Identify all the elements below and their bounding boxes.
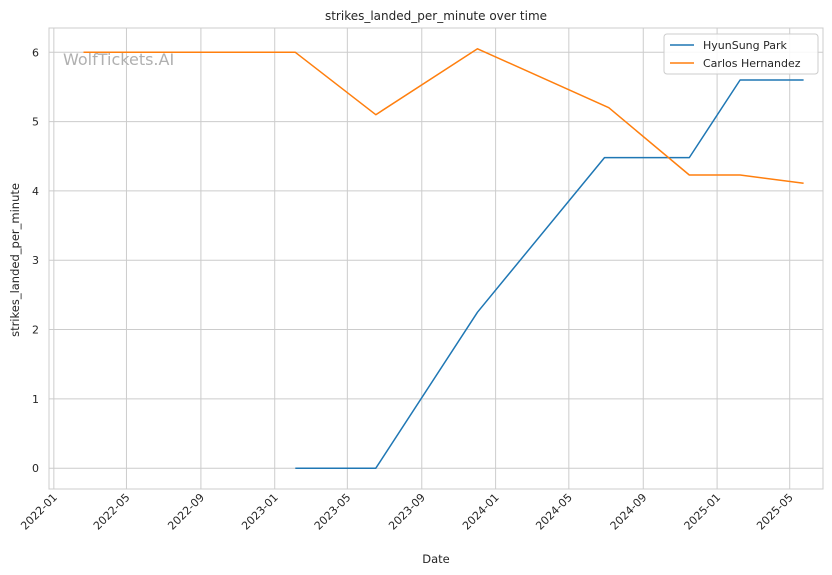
legend: HyunSung Park Carlos Hernandez xyxy=(663,33,819,75)
x-tick-label: 2024-05 xyxy=(533,491,575,533)
x-tick-label: 2023-09 xyxy=(386,491,428,533)
y-tick-label: 3 xyxy=(32,254,39,267)
chart-title: strikes_landed_per_minute over time xyxy=(325,9,547,23)
y-tick-label: 6 xyxy=(32,46,39,59)
x-tick-label: 2025-05 xyxy=(754,491,796,533)
x-tick-label: 2022-09 xyxy=(165,491,207,533)
y-tick-label: 0 xyxy=(32,462,39,475)
legend-label-hyunsung-park: HyunSung Park xyxy=(703,39,788,52)
y-tick-label: 1 xyxy=(32,393,39,406)
series-lines xyxy=(83,48,804,469)
y-tick-label: 5 xyxy=(32,116,39,129)
series-line-hyunsung-park xyxy=(295,79,804,469)
x-tick-label: 2022-01 xyxy=(18,491,60,533)
x-tick-label: 2022-05 xyxy=(91,491,133,533)
x-tick-label: 2024-09 xyxy=(608,491,650,533)
legend-box xyxy=(663,33,819,75)
x-tick-labels: 2022-01 2022-05 2022-09 2023-01 2023-05 2023-… xyxy=(18,491,796,533)
x-axis-label: Date xyxy=(422,552,450,566)
y-axis-label: strikes_landed_per_minute xyxy=(8,183,22,337)
watermark: WolfTickets.AI xyxy=(63,50,174,69)
y-tick-labels: 0 1 2 3 4 5 6 xyxy=(32,46,39,475)
x-tick-label: 2024-01 xyxy=(460,491,502,533)
y-tick-label: 4 xyxy=(32,185,39,198)
legend-label-carlos-hernandez: Carlos Hernandez xyxy=(703,57,801,70)
x-tick-label: 2023-05 xyxy=(312,491,354,533)
grid-lines xyxy=(49,28,823,489)
x-tick-label: 2025-01 xyxy=(682,491,724,533)
plot-frame xyxy=(48,27,824,490)
x-tick-label: 2023-01 xyxy=(239,491,281,533)
series-line-carlos-hernandez xyxy=(83,48,804,185)
y-tick-label: 2 xyxy=(32,324,39,337)
